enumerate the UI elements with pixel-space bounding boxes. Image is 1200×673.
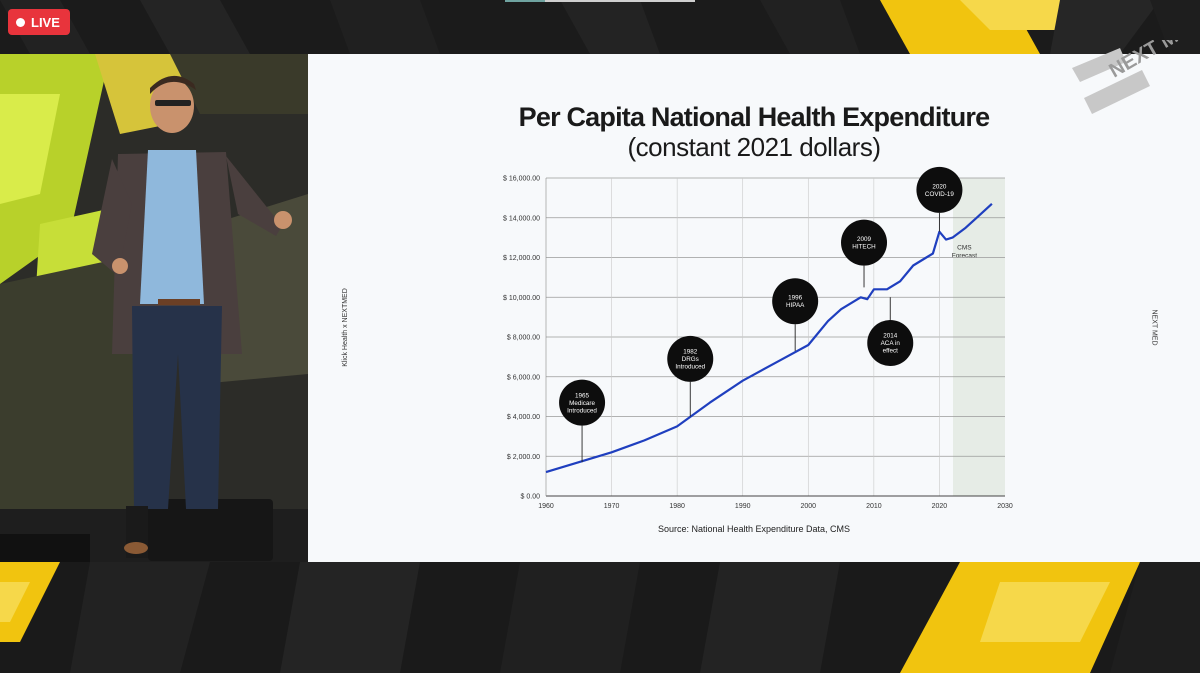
annotation-label-line: 2020 bbox=[932, 183, 947, 190]
bottom-background-band bbox=[0, 562, 1200, 673]
speaker-video bbox=[0, 54, 308, 562]
live-dot-icon bbox=[16, 17, 25, 27]
y-tick-label: $ 0.00 bbox=[521, 494, 541, 501]
y-tick-label: $ 10,000.00 bbox=[503, 295, 540, 302]
annotation-circle bbox=[916, 166, 963, 213]
x-tick-label: 1980 bbox=[669, 503, 685, 510]
slide-subtitle: (constant 2021 dollars) bbox=[627, 132, 881, 162]
annotation-label-line: DRGs bbox=[682, 356, 699, 363]
top-pattern-graphic bbox=[0, 0, 1200, 54]
annotation-circle bbox=[667, 335, 714, 382]
stream-progress-marker bbox=[505, 0, 695, 2]
annotation-label-line: HIPAA bbox=[786, 302, 805, 309]
y-tick-label: $ 4,000.00 bbox=[507, 414, 540, 421]
chart-source-note: Source: National Health Expenditure Data… bbox=[657, 524, 851, 534]
annotation-circle bbox=[559, 379, 606, 426]
live-label: LIVE bbox=[31, 14, 60, 30]
y-tick-label: $ 8,000.00 bbox=[507, 335, 540, 342]
slide-title: Per Capita National Health Expenditure bbox=[518, 102, 991, 132]
annotation-label-line: effect bbox=[883, 348, 899, 355]
annotation-label-line: 2014 bbox=[883, 333, 898, 340]
live-badge: LIVE bbox=[8, 9, 70, 35]
annotation-label-line: 2009 bbox=[857, 236, 872, 243]
y-tick-label: $ 12,000.00 bbox=[503, 255, 540, 262]
forecast-label-line2: Forecast bbox=[952, 253, 977, 260]
annotation-label-line: ACA in bbox=[881, 340, 901, 347]
x-tick-label: 2020 bbox=[932, 503, 948, 510]
speaker-scene-graphic bbox=[0, 54, 308, 562]
annotation-label-line: COVID-19 bbox=[925, 191, 955, 198]
x-tick-label: 1960 bbox=[538, 503, 554, 510]
expenditure-series-line bbox=[545, 202, 993, 474]
top-background-band bbox=[0, 0, 1200, 54]
x-tick-label: 2030 bbox=[997, 503, 1013, 510]
x-tick-label: 1990 bbox=[735, 503, 751, 510]
x-tick-label: 1970 bbox=[604, 503, 620, 510]
annotation-label-line: 1982 bbox=[683, 349, 698, 356]
annotation-label-line: HITECH bbox=[852, 244, 876, 251]
annotation-circle bbox=[841, 219, 888, 266]
y-tick-label: $ 2,000.00 bbox=[507, 454, 540, 461]
right-vertical-credit: NEXT MED bbox=[1150, 309, 1158, 346]
annotation-circle bbox=[772, 278, 819, 325]
x-tick-label: 2010 bbox=[866, 503, 882, 510]
x-tick-label: 2000 bbox=[800, 503, 816, 510]
annotation-label-line: Introduced bbox=[675, 364, 705, 371]
event-logo-watermark: NEXT MED bbox=[1072, 40, 1182, 114]
annotation-label-line: Introduced bbox=[567, 407, 597, 414]
annotation-label-line: 1996 bbox=[788, 295, 803, 302]
annotation-label-line: Medicare bbox=[569, 400, 595, 407]
y-tick-label: $ 6,000.00 bbox=[507, 374, 540, 381]
bottom-pattern-graphic bbox=[0, 562, 1200, 673]
y-tick-label: $ 14,000.00 bbox=[503, 215, 540, 222]
presentation-slide: Per Capita National Health Expenditure (… bbox=[308, 54, 1200, 562]
y-tick-label: $ 16,000.00 bbox=[503, 176, 540, 183]
forecast-label-line1: CMS bbox=[957, 245, 972, 252]
annotation-circle bbox=[867, 319, 914, 366]
annotation-label-line: 1965 bbox=[575, 392, 590, 399]
left-vertical-credit: Klick Health x NEXTMED bbox=[341, 288, 349, 367]
